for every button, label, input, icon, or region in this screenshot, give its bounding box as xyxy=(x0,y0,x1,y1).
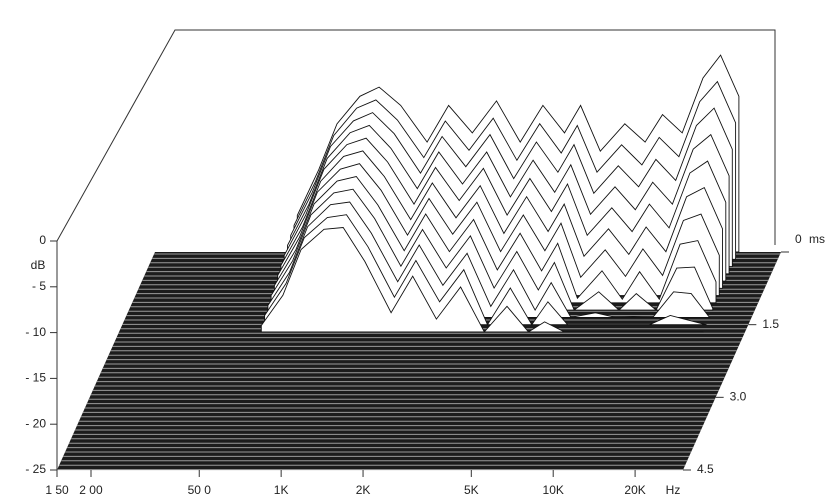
x-tick-label: 2K xyxy=(356,483,371,497)
x-tick-label: 50 0 xyxy=(188,483,212,497)
x-tick-label: 20K xyxy=(624,483,645,497)
z-unit: ms xyxy=(809,232,825,246)
x-tick-label: 2 00 xyxy=(79,483,103,497)
y-tick-label: - 15 xyxy=(25,371,46,385)
x-tick-label: 1 50 xyxy=(45,483,69,497)
y-tick-label: - 25 xyxy=(25,462,46,476)
z-tick-label: 4.5 xyxy=(697,462,714,476)
z-tick-label: 1.5 xyxy=(762,317,779,331)
surface xyxy=(260,54,740,333)
y-tick-label: 0 xyxy=(39,233,46,247)
x-tick-label: 1K xyxy=(274,483,289,497)
y-tick-label: - 10 xyxy=(25,325,46,339)
frame xyxy=(56,29,776,470)
z-tick-label: 3.0 xyxy=(730,390,747,404)
x-unit: Hz xyxy=(666,483,681,497)
z-tick-label: 0 xyxy=(795,232,802,246)
axes: 0 - 5 - 10 - 15 - 20 - 25 1 50 2 00 50 0 1K 2K 5K 10… xyxy=(25,232,825,497)
back-wall-frame xyxy=(56,29,776,245)
decay-slice xyxy=(260,227,704,333)
y-tick-label: - 20 xyxy=(25,416,46,430)
x-tick-label: 5K xyxy=(464,483,479,497)
y-tick-label: - 5 xyxy=(32,279,46,293)
x-tick-label: 10K xyxy=(543,483,564,497)
y-unit: dB xyxy=(31,258,46,272)
